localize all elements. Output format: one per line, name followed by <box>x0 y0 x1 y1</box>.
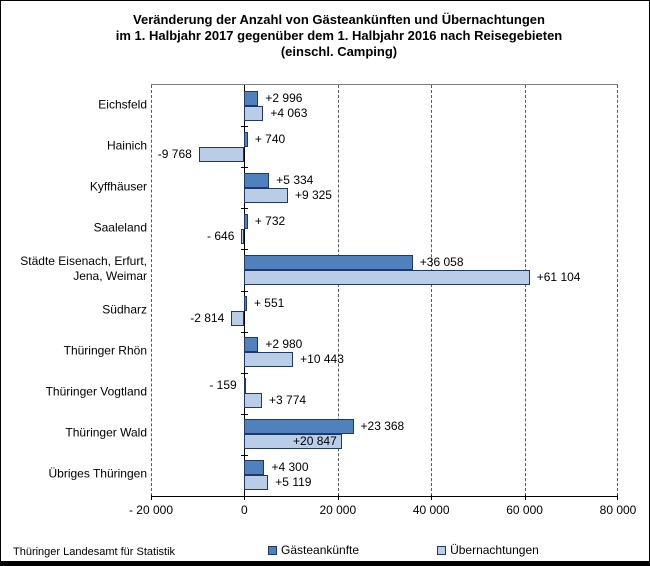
value-label: +5 119 <box>275 475 312 490</box>
category-boundary-tick <box>241 413 249 415</box>
bar-overnights <box>244 105 264 121</box>
value-label: + 732 <box>254 213 286 228</box>
x-axis: - 20 000 0 20 000 40 000 60 000 80 000 <box>129 495 636 525</box>
category-label: Kyffhäuser <box>89 179 147 194</box>
bottom-border-bar <box>1 561 649 565</box>
x-axis-tick-label: 60 000 <box>506 503 543 517</box>
gridline <box>151 85 152 496</box>
value-label: +2 996 <box>265 90 303 105</box>
category-boundary-tick <box>241 454 249 456</box>
legend: Gästeankünfte Übernachtungen <box>268 544 539 557</box>
category-label: Eichsfeld <box>98 97 147 112</box>
x-axis-tick <box>244 495 246 500</box>
category-boundary-tick <box>241 372 249 374</box>
category-axis-labels: Eichsfeld Hainich Kyffhäuser Saaleland Städt… <box>1 84 147 495</box>
bar-arrivals <box>244 254 413 270</box>
category-label: Städte Eisenach, Erfurt, Jena, Weimar <box>20 253 147 283</box>
value-label: +4 300 <box>271 460 309 475</box>
gridline <box>524 85 526 496</box>
source-note: Thüringer Landesamt für Statistik <box>13 546 176 558</box>
value-label: +5 334 <box>276 172 314 187</box>
value-label: +9 325 <box>294 187 332 202</box>
legend-item-arrivals: Gästeankünfte <box>268 544 359 557</box>
bar-arrivals <box>244 90 259 106</box>
category-boundary-tick <box>241 331 249 333</box>
value-label: + 740 <box>254 131 286 146</box>
bar-arrivals <box>244 337 259 353</box>
x-axis-tick-label: 80 000 <box>599 503 637 517</box>
gridline <box>617 85 618 496</box>
x-axis-tick <box>524 495 526 500</box>
bar-arrivals <box>244 213 248 229</box>
value-label: - 159 <box>209 378 237 393</box>
bar-arrivals <box>244 296 247 312</box>
chart-title-line: (einschl. Camping) <box>280 44 398 59</box>
legend-label: Gästeankünfte <box>281 543 360 557</box>
value-label: +2 980 <box>265 337 303 352</box>
bar-overnights <box>244 393 262 409</box>
value-label: +20 847 <box>293 434 337 449</box>
bar-arrivals <box>243 378 246 394</box>
bar-arrivals <box>244 419 354 435</box>
value-label: -9 768 <box>157 146 192 161</box>
category-boundary-tick <box>241 208 249 210</box>
plot-area: +2 996 + 740 +5 334 + 732 +36 058 + 551 +2 980… <box>151 84 618 497</box>
legend-item-overnights: Übernachtungen <box>437 544 539 557</box>
category-label: Übriges Thüringen <box>48 466 147 481</box>
chart-title-line: im 1. Halbjahr 2017 gegenüber dem 1. Hal… <box>115 28 563 43</box>
x-axis-tick-label: 40 000 <box>412 503 450 517</box>
chart-title-line: Veränderung der Anzahl von Gästeankünfte… <box>133 12 545 27</box>
legend-label: Übernachtungen <box>450 543 539 557</box>
value-label: +4 063 <box>270 105 308 120</box>
value-label: +23 368 <box>360 419 405 434</box>
x-axis-tick-label: - 20 000 <box>128 503 174 517</box>
bar-overnights <box>198 146 245 162</box>
category-boundary-tick <box>241 167 249 169</box>
bar-overnights <box>231 311 245 327</box>
category-label: Saaleland <box>93 220 147 235</box>
category-label: Thüringer Vogtland <box>45 384 147 399</box>
value-label: +36 058 <box>419 254 464 269</box>
category-label: Thüringer Wald <box>65 425 147 440</box>
x-axis-tick-label: 0 <box>241 503 248 517</box>
bar-overnights <box>244 187 288 203</box>
value-label: +61 104 <box>536 269 581 284</box>
value-label: -2 814 <box>190 311 225 326</box>
value-label: +10 443 <box>300 352 344 367</box>
x-axis-tick <box>431 495 433 500</box>
x-axis-tick <box>151 495 152 500</box>
category-label: Südharz <box>102 302 147 317</box>
value-label: + 551 <box>253 296 285 311</box>
category-label: Hainich <box>106 138 147 153</box>
category-boundary-tick <box>241 126 249 128</box>
bar-overnights <box>244 475 269 491</box>
gridline <box>431 85 433 496</box>
bar-overnights <box>241 228 245 244</box>
x-axis-tick <box>337 495 339 500</box>
chart-title: Veränderung der Anzahl von Gästeankünfte… <box>39 12 639 60</box>
bar-overnights <box>244 352 294 368</box>
bar-overnights <box>244 434 342 450</box>
category-label: Thüringer Rhön <box>63 343 147 358</box>
bar-arrivals <box>244 131 248 147</box>
category-boundary-tick <box>241 290 249 292</box>
overnights-swatch-icon <box>437 546 447 555</box>
x-axis-tick <box>617 495 618 500</box>
category-boundary-tick <box>241 249 249 251</box>
value-label: +3 774 <box>269 393 307 408</box>
bar-arrivals <box>244 172 270 188</box>
arrivals-swatch-icon <box>268 546 277 555</box>
gridline <box>337 85 339 496</box>
x-axis-tick-label: 20 000 <box>319 503 357 517</box>
bar-overnights <box>244 269 530 285</box>
bar-arrivals <box>244 460 265 476</box>
value-label: - 646 <box>207 228 235 243</box>
